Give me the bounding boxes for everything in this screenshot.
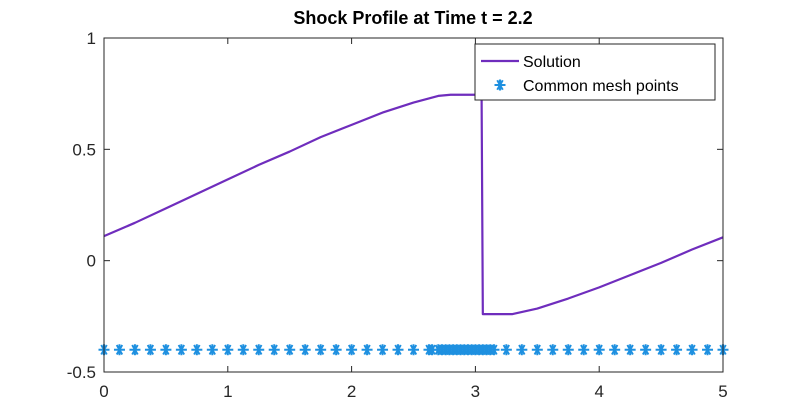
mesh-point-marker: [531, 344, 543, 356]
mesh-point-marker: [160, 344, 172, 356]
mesh-point-marker: [206, 344, 218, 356]
mesh-point-marker: [377, 344, 389, 356]
mesh-point-marker: [640, 344, 652, 356]
x-tick-label: 3: [471, 382, 480, 401]
mesh-point-marker: [547, 344, 559, 356]
mesh-point-marker: [408, 344, 419, 356]
x-tick-label: 1: [223, 382, 232, 401]
mesh-point-marker: [562, 344, 574, 356]
solution-line: [103, 93, 724, 316]
mesh-point-marker: [702, 344, 714, 356]
y-tick-label: 1: [87, 29, 96, 48]
x-tick-label: 4: [594, 382, 603, 401]
mesh-point-marker: [237, 344, 249, 356]
axes-box: [103, 37, 724, 373]
mesh-point-marker: [299, 344, 311, 356]
x-tick-label: 0: [99, 382, 108, 401]
y-tick-label: -0.5: [67, 363, 96, 382]
x-tick-label: 5: [718, 382, 727, 401]
mesh-point-marker: [593, 344, 605, 356]
mesh-point-marker: [175, 344, 187, 356]
chart-title: Shock Profile at Time t = 2.2: [293, 8, 532, 28]
axes: 0 1 2 3 4 5-0.500.51: [67, 29, 728, 401]
mesh-point-marker: [609, 344, 621, 356]
mesh-point-marker: [624, 344, 636, 356]
mesh-point-marker: [686, 344, 698, 356]
legend-marker-swatch: [494, 79, 506, 91]
mesh-point-marker: [222, 344, 234, 356]
legend-label: Solution: [523, 54, 581, 71]
mesh-point-marker: [361, 344, 373, 356]
mesh-point-marker: [671, 344, 683, 356]
mesh-point-marker: [500, 344, 512, 356]
mesh-point-marker: [253, 344, 265, 356]
plot-area: [98, 93, 729, 356]
mesh-point-marker: [144, 344, 156, 356]
mesh-point-marker: [284, 344, 296, 356]
mesh-point-marker: [346, 344, 358, 356]
mesh-point-marker: [392, 344, 404, 356]
y-tick-label: 0: [87, 252, 96, 271]
legend: Solution Common mesh points: [474, 43, 716, 101]
mesh-point-marker: [113, 344, 125, 356]
mesh-point-marker: [655, 344, 667, 356]
mesh-point-marker: [191, 344, 203, 356]
mesh-point-marker: [578, 344, 590, 356]
mesh-point-marker: [516, 344, 528, 356]
mesh-point-marker: [129, 344, 141, 356]
y-tick-label: 0.5: [72, 140, 96, 159]
legend-label: Common mesh points: [523, 78, 679, 95]
x-tick-label: 2: [347, 382, 356, 401]
mesh-point-marker: [268, 344, 280, 356]
mesh-point-marker: [488, 344, 500, 356]
mesh-point-marker: [330, 344, 342, 356]
mesh-point-marker: [315, 344, 327, 356]
legend-box: [474, 43, 716, 101]
